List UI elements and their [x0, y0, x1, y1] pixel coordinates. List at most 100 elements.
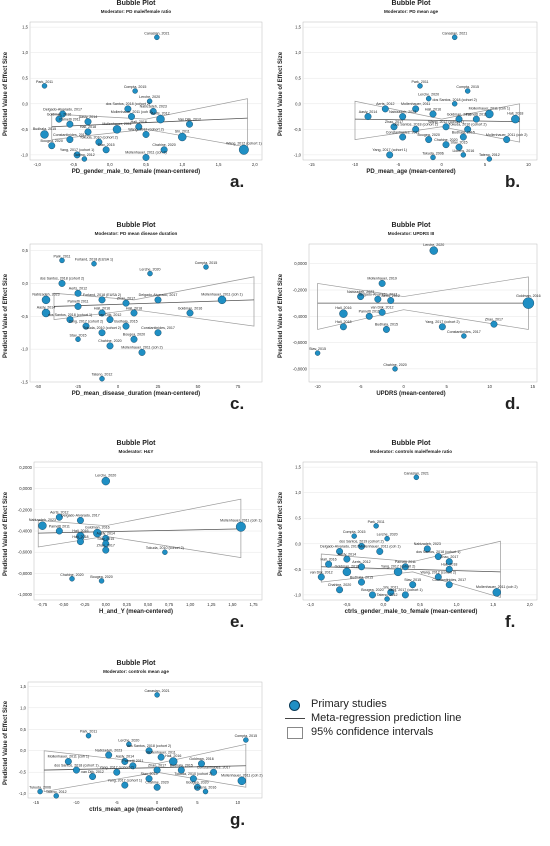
point-label: Tateno, 2012 [377, 593, 398, 597]
point-label: dos Santos, 2018 (cohort 1) [54, 763, 98, 767]
legend-label-ci: 95% confidence intervals [311, 726, 434, 738]
data-point [81, 156, 88, 162]
data-point [393, 567, 403, 577]
data-point [429, 246, 438, 255]
x-tick-label: 0 [440, 162, 443, 167]
chart-svg: -1,0 -0,5 0,0 0,5 1,0 1,5 -1,0 -0,5 0,0 0,5 1,0 1,5… [21, 21, 263, 167]
data-point [399, 113, 407, 121]
data-point [101, 476, 110, 486]
x-tick-label: -15 [309, 162, 316, 167]
chart-title: Bubble Plot [116, 222, 156, 229]
legend: Primary studies Meta-regression predicti… [283, 698, 503, 740]
point-label: Tateno, 2012 [46, 790, 67, 794]
data-point [41, 83, 48, 89]
x-axis-label: PD_gender_male_to_female (mean-centered) [71, 169, 201, 175]
x-tick-label: 1,0 [454, 602, 460, 607]
point-label: Aerts, 2012 [352, 560, 370, 564]
confidence-interval-band [43, 743, 247, 792]
data-point [485, 109, 494, 119]
point-label: Van Dijk, 2012 [178, 117, 201, 121]
chart-panel-a: Bubble Plot Moderator: PD male/female rat… [0, 0, 272, 215]
data-point [365, 312, 373, 320]
point-label: Zhao, 2017 [385, 120, 403, 124]
y-tick-label: 1,5 [295, 465, 301, 470]
x-tick-label: 0,75 [165, 602, 174, 607]
data-point [451, 101, 458, 107]
y-tick-label: 1,5 [20, 684, 26, 689]
data-point [146, 98, 153, 104]
confidence-interval-band [37, 498, 242, 558]
data-point [237, 776, 247, 786]
point-label: Goldman, 2016 [189, 757, 214, 761]
point-label: Stav, 2015 [97, 537, 114, 541]
data-point [339, 323, 347, 331]
x-tick-label: 2,0 [527, 602, 533, 607]
prediction-line [354, 118, 520, 123]
data-point [472, 115, 480, 123]
data-point [442, 141, 450, 149]
data-point [135, 123, 143, 131]
x-tick-label: 0,5 [143, 162, 149, 167]
point-label: Mollenhauer, 2011 (coh 2) [221, 773, 263, 777]
point-label: Constantinides, 2017 [197, 765, 231, 769]
point-label: Chahine, 2020 [434, 138, 457, 142]
data-point [145, 775, 153, 783]
data-point [72, 766, 80, 774]
data-point [82, 322, 90, 330]
point-label: dos Santos, 2018 (cohort 2) [40, 277, 84, 281]
point-label: van Dijk, 2012 [310, 570, 333, 574]
data-point [85, 733, 92, 739]
x-tick-label: 0,00 [102, 602, 111, 607]
point-label: Park, 2011 [411, 80, 428, 84]
point-label: Nabizadeh, 2023 [389, 110, 416, 114]
chart-title: Bubble Plot [391, 440, 431, 447]
chart-panel-c: Bubble Plot Moderator: PD mean disease du… [0, 222, 272, 437]
y-tick-label: -1,0 [21, 347, 29, 352]
data-point [59, 110, 67, 118]
y-tick-label: 0,0 [20, 748, 26, 753]
point-label: Canasian, 2021 [144, 31, 169, 35]
data-point [129, 762, 137, 770]
point-label: Goldman, 2016 [85, 526, 110, 530]
point-label: Bougea, 2020 [90, 575, 112, 579]
data-point [142, 130, 150, 138]
confidence-interval-band [320, 540, 501, 598]
x-tick-label: 1,75 [249, 602, 258, 607]
data-point [53, 793, 59, 799]
data-point [339, 309, 348, 318]
data-point [445, 565, 453, 573]
point-label: Tukuda, 2006 [29, 786, 51, 790]
data-point [102, 146, 110, 154]
data-point [128, 113, 135, 121]
y-tick-label: -0,2000 [293, 288, 308, 293]
point-label: Mollenhauer, 2011 [102, 122, 131, 126]
data-point [89, 773, 97, 780]
data-point [74, 302, 82, 310]
point-label: Mollenhauer, 2011 (coh 2) [486, 133, 527, 137]
data-point [112, 125, 122, 134]
x-tick-label: 10 [487, 384, 492, 389]
point-label: Constantinides, 2017 [386, 130, 420, 134]
data-point [235, 521, 246, 532]
y-tick-label: 0,5 [20, 727, 26, 732]
point-label: Parnetti 2011 [122, 759, 143, 763]
data-point [314, 350, 321, 356]
x-tick-label: 1,25 [207, 602, 216, 607]
point-label: Budhala, 2015 [114, 319, 137, 323]
point-label: Delgado-Alvarado, 2017 [358, 292, 397, 296]
chart-svg: -1,5 -1,0 -0,5 0,0 0,5 -50 -25 0 25 50 75 Park, 201… [21, 243, 263, 389]
data-point [113, 768, 121, 776]
point-label: Park, 2011 [368, 520, 385, 524]
data-point [442, 123, 450, 131]
data-point [336, 547, 344, 555]
data-point [409, 581, 417, 589]
point-label: Mollenhauer, 2019 [367, 277, 397, 281]
point-label: Chahine, 2020 [145, 781, 168, 785]
data-point [438, 323, 446, 331]
data-point [243, 737, 249, 743]
y-tick-label: 0,0000 [19, 486, 32, 491]
data-point [154, 34, 160, 41]
chart-title: Bubble Plot [116, 660, 156, 667]
data-point [153, 766, 161, 774]
point-label: Tokuda, 2010 (cohort 2) [146, 546, 184, 550]
